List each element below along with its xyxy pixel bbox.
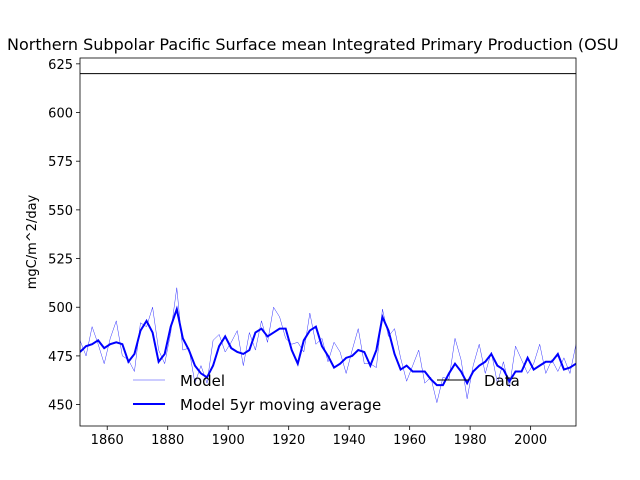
x-tick-label: 1900 — [212, 433, 245, 448]
axes-frame — [79, 57, 577, 427]
y-axis-label: mgC/m^2/day — [25, 194, 40, 289]
legend-label: Model — [180, 372, 225, 390]
legend-label: Data — [484, 372, 520, 390]
x-tick-label: 1880 — [151, 433, 184, 448]
y-tick-label: 475 — [48, 350, 73, 365]
x-tick-label: 2000 — [514, 433, 547, 448]
series-line — [80, 305, 576, 387]
x-tick-label: 1860 — [91, 433, 124, 448]
y-tick-label: 550 — [48, 204, 73, 219]
x-tick-label: 1980 — [454, 433, 487, 448]
y-tick-label: 625 — [48, 58, 73, 73]
y-tick-label: 500 — [48, 301, 73, 316]
x-tick-label: 1960 — [393, 433, 426, 448]
y-tick-label: 525 — [48, 253, 73, 268]
chart-title: Northern Subpolar Pacific Surface mean I… — [7, 35, 619, 54]
legend-label: Model 5yr moving average — [180, 396, 381, 414]
x-tick-label: 1940 — [333, 433, 366, 448]
y-tick-label: 450 — [48, 399, 73, 414]
series-line — [80, 287, 576, 403]
x-tick-label: 1920 — [272, 433, 305, 448]
y-tick-label: 600 — [48, 107, 73, 122]
y-tick-label: 575 — [48, 155, 73, 170]
